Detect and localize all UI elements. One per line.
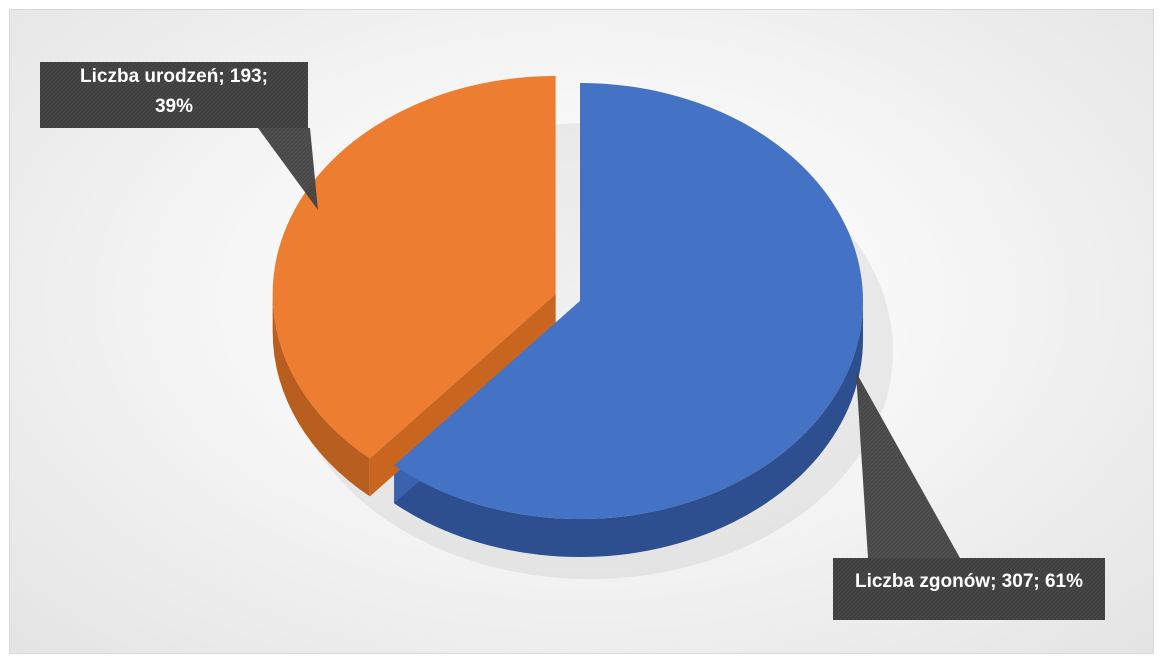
pie-slice-urodzenia <box>272 75 556 459</box>
pie-chart <box>40 62 1105 620</box>
slice-label-urodzenia-line1: Liczba urodzeń; 193; <box>80 66 268 87</box>
callout-pointer-zgony <box>856 372 960 558</box>
callout-pointer-urodzenia <box>258 128 318 210</box>
slice-label-urodzenia-line2: 39% <box>154 96 194 117</box>
pie-slice-zgony <box>394 83 863 519</box>
pie-slice-cut-urodzenia <box>369 293 556 497</box>
slice-label-urodzenia: Liczba urodzeń; 193; 39% <box>40 62 308 122</box>
slice-label-zgony-text: Liczba zgonów; 307; 61% <box>854 571 1084 592</box>
pie-slice-side-urodzenia <box>272 293 370 497</box>
slice-label-zgony: Liczba zgonów; 307; 61% <box>833 567 1105 597</box>
callout-box-urodzenia <box>40 62 308 128</box>
chart-area: Liczba urodzeń; 193; 39% Liczba zgonów; … <box>9 9 1154 654</box>
callout-box-zgony <box>833 558 1105 620</box>
pie-slice-side-zgony <box>394 301 864 557</box>
